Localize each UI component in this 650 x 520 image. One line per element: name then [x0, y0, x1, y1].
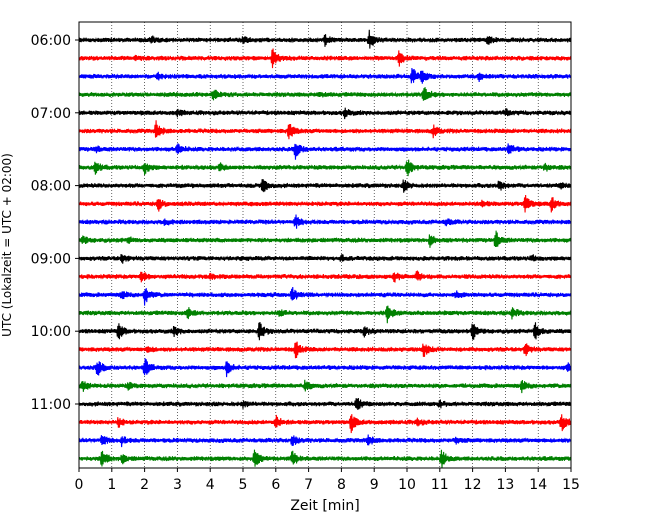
trace-line [78, 270, 572, 283]
x-tick-label: 2 [140, 477, 149, 493]
trace-line [78, 321, 572, 341]
trace-line [78, 449, 572, 469]
y-tick-label: 11:00 [31, 397, 71, 413]
x-tick-label: 6 [271, 477, 280, 493]
trace-line [78, 159, 572, 177]
trace-line [78, 253, 572, 264]
x-tick-label: 15 [562, 477, 580, 493]
vertical-grid [111, 22, 539, 468]
x-axis: 0 1 2 3 4 5 6 7 8 9 10 11 12 13 14 15 [75, 468, 580, 493]
trace-line [78, 397, 572, 410]
trace-line [78, 48, 572, 69]
x-tick-label: 12 [464, 477, 482, 493]
y-tick-label: 09:00 [31, 251, 71, 267]
x-tick-label: 4 [206, 477, 215, 493]
x-tick-label: 8 [337, 477, 346, 493]
trace-line [78, 230, 572, 248]
x-tick-label: 3 [173, 477, 182, 493]
y-axis: 06:00 07:00 08:00 09:00 10:00 11:00 [31, 33, 79, 413]
trace-line [78, 143, 572, 160]
y-axis-label: UTC (Lokalzeit = UTC + 02:00) [0, 153, 14, 337]
trace-line [78, 195, 572, 213]
trace-line [78, 67, 572, 84]
x-tick-label: 1 [107, 477, 116, 493]
x-tick-label: 10 [398, 477, 416, 493]
trace-line [78, 341, 572, 359]
trace-line [78, 305, 572, 324]
trace-line [78, 379, 572, 394]
traces [78, 29, 572, 469]
x-tick-label: 9 [370, 477, 379, 493]
x-tick-label: 5 [239, 477, 248, 493]
trace-line [78, 358, 572, 378]
y-tick-label: 08:00 [31, 179, 71, 195]
trace-line [78, 414, 572, 434]
trace-line [78, 107, 572, 120]
trace-line [78, 120, 572, 140]
x-tick-label: 11 [431, 477, 449, 493]
trace-line [78, 87, 572, 101]
x-tick-label: 14 [529, 477, 547, 493]
x-tick-label: 7 [304, 477, 313, 493]
x-axis-label: Zeit [min] [290, 498, 359, 514]
y-tick-label: 06:00 [31, 33, 71, 49]
x-tick-label: 0 [75, 477, 84, 493]
trace-line [78, 29, 572, 49]
trace-line [78, 287, 572, 306]
plot-frame [78, 21, 572, 469]
y-tick-label: 10:00 [31, 324, 71, 340]
y-tick-label: 07:00 [31, 106, 71, 122]
trace-line [78, 434, 572, 448]
x-tick-label: 13 [496, 477, 514, 493]
trace-line [78, 214, 572, 229]
trace-line [78, 179, 572, 193]
